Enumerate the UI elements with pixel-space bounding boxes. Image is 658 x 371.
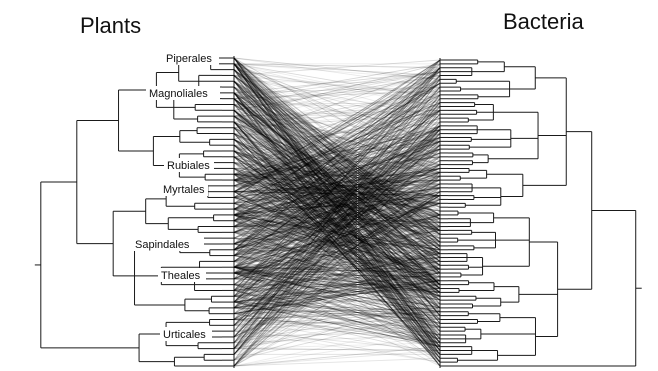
clade-label-piperales: Piperales bbox=[166, 53, 212, 65]
plant-phylogeny-tree bbox=[35, 58, 222, 366]
clade-label-theales: Theales bbox=[161, 270, 201, 282]
clade-label-sapindales: Sapindales bbox=[135, 239, 190, 251]
clade-labels: Piperales Magnoliales Rubiales Myrtales … bbox=[132, 51, 220, 341]
clade-label-urticales: Urticales bbox=[163, 329, 206, 341]
bacteria-title: Bacteria bbox=[503, 9, 584, 34]
plant-tips bbox=[222, 56, 234, 368]
association-links bbox=[234, 58, 440, 366]
clade-label-rubiales: Rubiales bbox=[167, 160, 210, 172]
bacteria-tips bbox=[440, 58, 448, 368]
clade-label-magnoliales: Magnoliales bbox=[149, 88, 208, 100]
plants-title: Plants bbox=[80, 13, 141, 38]
bacteria-phylogeny-tree bbox=[448, 60, 642, 366]
clade-label-myrtales: Myrtales bbox=[163, 184, 205, 196]
